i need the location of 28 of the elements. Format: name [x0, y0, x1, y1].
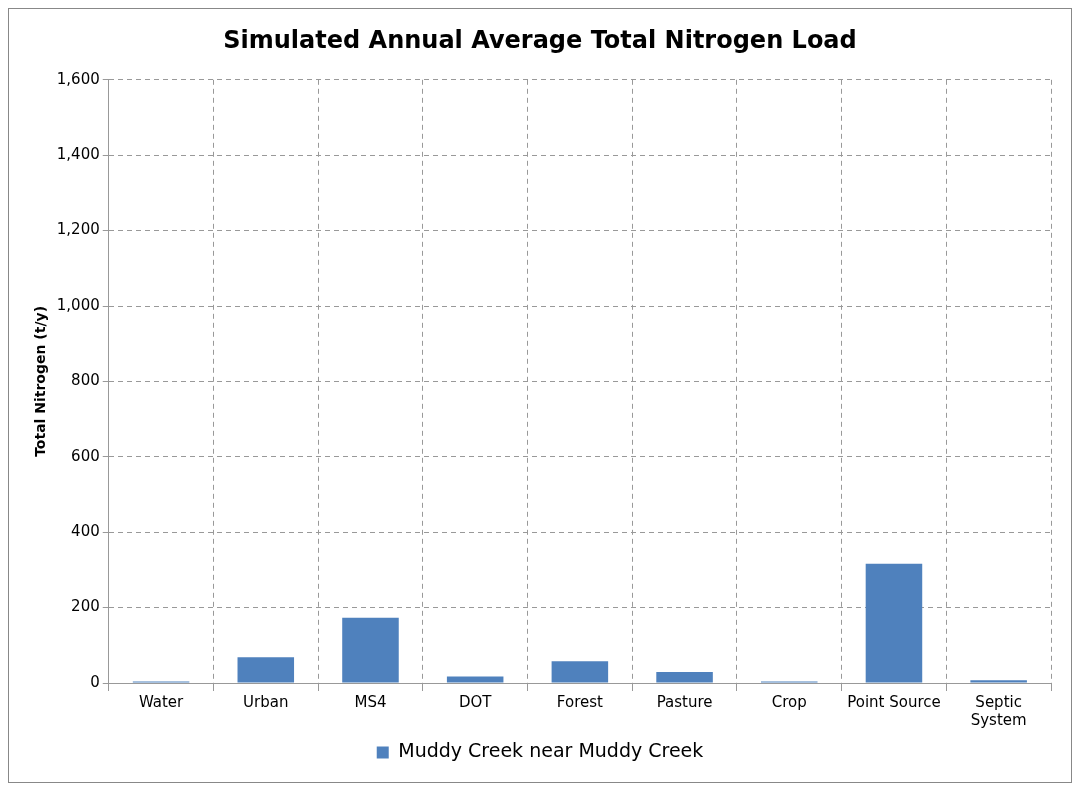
- bar: [656, 672, 713, 683]
- y-tick-label: 0: [90, 672, 100, 691]
- legend-label: Muddy Creek near Muddy Creek: [398, 739, 704, 762]
- y-axis-title: Total Nitrogen (t/y): [32, 305, 49, 457]
- x-tick-label: DOT: [458, 692, 493, 711]
- x-tick-label: Point Source: [847, 692, 941, 711]
- y-tick-label: 1,400: [56, 145, 100, 164]
- chart-title: Simulated Annual Average Total Nitrogen Load: [223, 25, 857, 54]
- bar: [865, 563, 923, 683]
- y-tick-label: 1,000: [56, 295, 100, 314]
- y-tick-label: 1,600: [56, 69, 100, 88]
- bar: [970, 680, 1027, 683]
- bar: [446, 676, 504, 683]
- y-tick-label: 200: [71, 597, 100, 616]
- y-tick-label: 1,200: [56, 220, 100, 239]
- x-tick-label: Pasture: [656, 692, 713, 711]
- x-tick-label: Crop: [771, 692, 807, 711]
- x-tick-label: MS4: [354, 692, 387, 711]
- x-tick-label: Urban: [243, 692, 289, 711]
- y-tick-label: 800: [71, 371, 100, 390]
- x-tick-label: Water: [138, 692, 185, 711]
- bar: [237, 657, 295, 683]
- y-tick-label: 600: [71, 446, 100, 465]
- bar: [342, 617, 399, 683]
- bar: [551, 661, 609, 683]
- x-tick-label: Septic System: [970, 692, 1027, 729]
- x-tick-label: Forest: [556, 692, 603, 711]
- y-tick-label: 400: [71, 522, 100, 541]
